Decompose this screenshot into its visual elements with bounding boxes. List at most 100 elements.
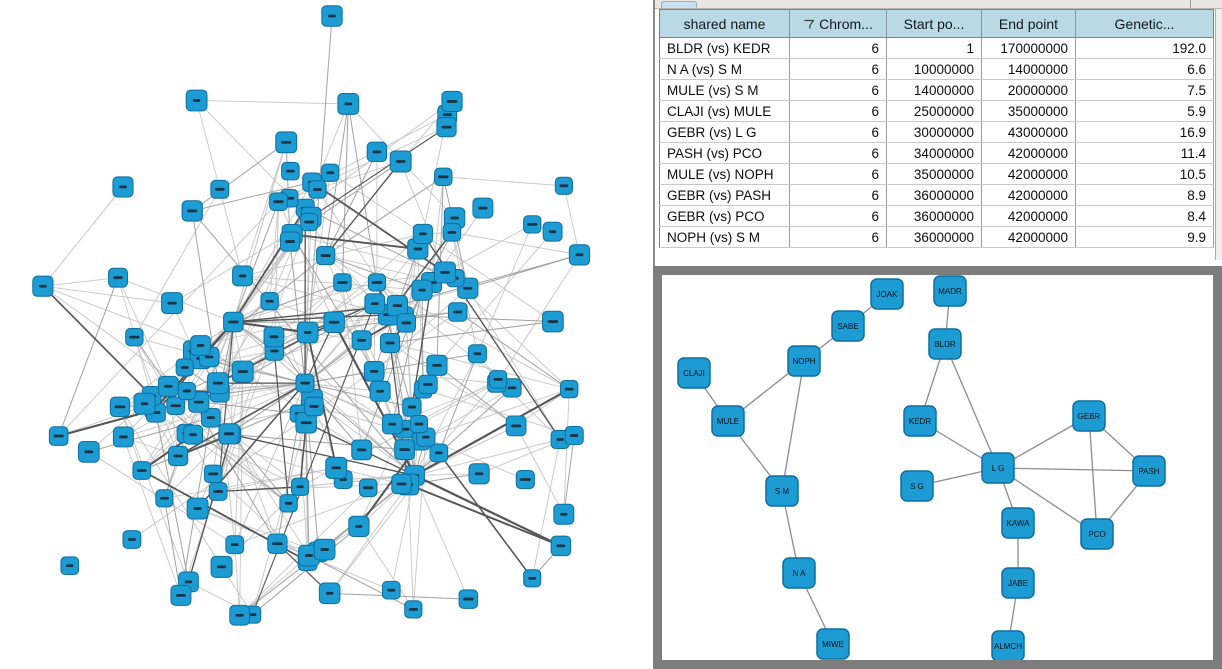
overview-network-canvas[interactable] — [0, 0, 653, 669]
network-node[interactable] — [190, 335, 211, 356]
network-node-mule[interactable]: MULE — [711, 405, 745, 437]
network-node[interactable] — [157, 375, 179, 397]
network-node[interactable] — [32, 275, 54, 297]
network-node[interactable] — [447, 302, 468, 322]
network-node-s-g[interactable]: S G — [900, 470, 934, 502]
network-node[interactable] — [201, 407, 221, 428]
network-node[interactable] — [363, 361, 385, 382]
network-node[interactable] — [436, 116, 457, 138]
network-node[interactable] — [367, 273, 387, 292]
table-row[interactable]: BLDR (vs) KEDR 6 1 170000000 192.0 — [659, 37, 1214, 59]
network-node-l-g[interactable]: L G — [981, 452, 1015, 484]
network-node[interactable] — [168, 445, 189, 467]
network-node[interactable] — [369, 380, 391, 402]
network-node[interactable] — [48, 426, 69, 446]
network-node-n-a[interactable]: N A — [782, 557, 816, 589]
network-node-madr[interactable]: MADR — [933, 275, 967, 307]
network-node[interactable] — [523, 569, 542, 588]
network-node[interactable] — [275, 131, 298, 154]
network-node[interactable] — [323, 311, 345, 334]
network-node[interactable] — [281, 161, 300, 181]
network-node[interactable] — [185, 89, 208, 112]
network-node[interactable] — [412, 223, 433, 244]
network-node[interactable] — [468, 463, 490, 485]
network-node[interactable] — [434, 261, 456, 284]
network-node[interactable] — [175, 358, 194, 377]
network-node[interactable] — [218, 423, 240, 445]
network-node[interactable] — [181, 200, 203, 222]
network-node[interactable] — [161, 292, 184, 315]
network-node[interactable] — [409, 415, 428, 434]
network-node[interactable] — [351, 330, 372, 351]
network-edge-l-g-pco[interactable] — [997, 467, 1098, 535]
network-node[interactable] — [442, 223, 462, 242]
network-node[interactable] — [112, 426, 134, 448]
network-node[interactable] — [560, 379, 579, 399]
network-node-claji[interactable]: CLAJI — [677, 357, 711, 389]
network-node[interactable] — [260, 292, 279, 311]
network-node[interactable] — [263, 326, 285, 348]
network-node[interactable] — [321, 5, 343, 27]
network-node[interactable] — [502, 378, 522, 398]
network-node[interactable] — [467, 344, 487, 364]
column-header-start-po[interactable]: Start po... — [886, 9, 982, 38]
network-node[interactable] — [396, 313, 416, 333]
network-node[interactable] — [382, 413, 403, 435]
network-node-bldr[interactable]: BLDR — [928, 328, 962, 360]
network-node[interactable] — [550, 535, 572, 557]
network-node[interactable] — [364, 293, 386, 315]
network-node[interactable] — [550, 429, 570, 450]
table-row[interactable]: CLAJI (vs) MULE 6 25000000 35000000 5.9 — [659, 100, 1214, 122]
network-node[interactable] — [542, 310, 564, 333]
network-node[interactable] — [132, 461, 152, 480]
network-node[interactable] — [564, 426, 584, 446]
network-node[interactable] — [108, 267, 128, 288]
table-tab-chip[interactable] — [661, 1, 697, 8]
network-node-sabe[interactable]: SABE — [831, 310, 865, 342]
network-node[interactable] — [542, 221, 563, 242]
network-node[interactable] — [60, 556, 80, 576]
network-node[interactable] — [112, 176, 134, 198]
network-node[interactable] — [394, 439, 416, 461]
network-node[interactable] — [269, 192, 288, 212]
column-header-end-point[interactable]: End point — [981, 9, 1076, 38]
network-node[interactable] — [351, 439, 373, 461]
network-node[interactable] — [225, 535, 245, 555]
network-node[interactable] — [223, 311, 244, 333]
network-node[interactable] — [404, 600, 423, 619]
network-node[interactable] — [366, 141, 388, 163]
table-row[interactable]: N A (vs) S M 6 10000000 14000000 6.6 — [659, 58, 1214, 80]
detail-network-viewport[interactable]: JOAK MADR SABE BLDR NOPH CLAJI MULE KEDR GEBR L G… — [662, 275, 1213, 660]
network-node-joak[interactable]: JOAK — [870, 278, 904, 310]
network-node-kawa[interactable]: KAWA — [1001, 507, 1035, 539]
table-row[interactable]: MULE (vs) NOPH 6 35000000 42000000 10.5 — [659, 163, 1214, 185]
network-node[interactable] — [166, 396, 185, 416]
network-node[interactable] — [321, 163, 340, 182]
table-row[interactable]: GEBR (vs) PCO 6 36000000 42000000 8.4 — [659, 205, 1214, 227]
column-header-chrom[interactable]: Chrom... — [789, 9, 887, 38]
network-node[interactable] — [300, 212, 319, 232]
network-node[interactable] — [279, 231, 301, 252]
network-node-kedr[interactable]: KEDR — [903, 405, 937, 437]
network-edge-noph-s-m[interactable] — [781, 360, 805, 492]
network-node[interactable] — [295, 373, 315, 393]
table-row[interactable]: MULE (vs) S M 6 14000000 20000000 7.5 — [659, 79, 1214, 101]
network-node[interactable] — [418, 374, 438, 395]
network-node[interactable] — [458, 589, 479, 609]
network-node[interactable] — [488, 370, 508, 389]
detail-network-canvas[interactable]: JOAK MADR SABE BLDR NOPH CLAJI MULE KEDR GEBR L G… — [662, 275, 1213, 660]
column-header-shared-name[interactable]: shared name — [659, 9, 790, 38]
overview-network-panel[interactable] — [0, 0, 653, 669]
network-edge-gebr-pco[interactable] — [1088, 415, 1098, 535]
network-node[interactable] — [389, 150, 412, 173]
filter-funnel-icon[interactable] — [803, 19, 815, 30]
network-node-noph[interactable]: NOPH — [787, 345, 821, 377]
network-node[interactable] — [358, 478, 378, 498]
network-node-pco[interactable]: PCO — [1080, 518, 1114, 550]
network-node[interactable] — [348, 515, 370, 538]
network-node[interactable] — [304, 396, 324, 417]
network-node[interactable] — [381, 580, 401, 600]
network-node[interactable] — [316, 245, 336, 266]
network-edge-bldr-l-g[interactable] — [944, 343, 999, 469]
network-node[interactable] — [208, 482, 228, 501]
